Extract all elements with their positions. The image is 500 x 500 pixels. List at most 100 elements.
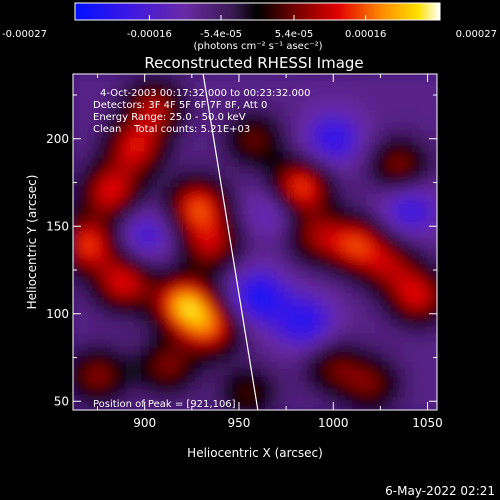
heatmap-cell bbox=[269, 361, 278, 369]
heatmap-cell bbox=[231, 130, 240, 138]
heatmap-cell bbox=[216, 102, 225, 110]
heatmap-cell bbox=[314, 74, 323, 82]
heatmap-cell bbox=[186, 291, 195, 299]
heatmap-cell bbox=[208, 144, 217, 152]
heatmap-cell bbox=[208, 242, 217, 250]
heatmap-cell bbox=[412, 186, 421, 194]
heatmap-cell bbox=[291, 319, 300, 327]
heatmap-cell bbox=[254, 375, 263, 383]
heatmap-cell bbox=[306, 81, 315, 89]
heatmap-cell bbox=[359, 214, 368, 222]
heatmap-cell bbox=[404, 214, 413, 222]
heatmap-cell bbox=[80, 123, 89, 131]
heatmap-cell bbox=[239, 116, 248, 124]
heatmap-cell bbox=[284, 403, 293, 410]
heatmap-cell bbox=[73, 165, 82, 173]
heatmap-cell bbox=[306, 200, 315, 208]
heatmap-cell bbox=[80, 382, 89, 390]
heatmap-cell bbox=[269, 172, 278, 180]
heatmap-cell bbox=[435, 193, 437, 201]
heatmap-cell bbox=[329, 109, 338, 117]
heatmap-cell bbox=[80, 116, 89, 124]
heatmap-cell bbox=[337, 235, 346, 243]
heatmap-cell bbox=[156, 382, 165, 390]
heatmap-cell bbox=[314, 326, 323, 334]
heatmap-cell bbox=[276, 214, 285, 222]
heatmap-cell bbox=[125, 151, 134, 159]
heatmap-cell bbox=[163, 277, 172, 285]
heatmap-cell bbox=[337, 137, 346, 145]
heatmap-cell bbox=[163, 326, 172, 334]
heatmap-cell bbox=[420, 256, 429, 264]
heatmap-cell bbox=[261, 270, 270, 278]
heatmap-cell bbox=[329, 305, 338, 313]
heatmap-cell bbox=[269, 389, 278, 397]
heatmap-cell bbox=[239, 389, 248, 397]
heatmap-cell bbox=[133, 284, 142, 292]
heatmap-cell bbox=[223, 333, 232, 341]
heatmap-cell bbox=[291, 130, 300, 138]
heatmap-cell bbox=[382, 123, 391, 131]
heatmap-cell bbox=[163, 88, 172, 96]
heatmap-cell bbox=[435, 270, 437, 278]
heatmap-cell bbox=[284, 172, 293, 180]
heatmap-cell bbox=[306, 137, 315, 145]
heatmap-cell bbox=[239, 95, 248, 103]
heatmap-cell bbox=[201, 88, 210, 96]
heatmap-cell bbox=[269, 200, 278, 208]
heatmap-cell bbox=[88, 81, 97, 89]
heatmap-cell bbox=[427, 326, 436, 334]
heatmap-cell bbox=[110, 326, 119, 334]
heatmap-cell bbox=[269, 186, 278, 194]
heatmap-cell bbox=[246, 116, 255, 124]
heatmap-cell bbox=[337, 319, 346, 327]
heatmap-cell bbox=[412, 228, 421, 236]
heatmap-cell bbox=[420, 284, 429, 292]
heatmap-cell bbox=[88, 340, 97, 348]
heatmap-cell bbox=[80, 235, 89, 243]
heatmap-cell bbox=[352, 165, 361, 173]
heatmap-cell bbox=[412, 109, 421, 117]
heatmap-cell bbox=[201, 123, 210, 131]
heatmap-cell bbox=[344, 375, 353, 383]
heatmap-cell bbox=[412, 95, 421, 103]
heatmap-cell bbox=[216, 263, 225, 271]
heatmap-cell bbox=[435, 249, 437, 257]
heatmap-cell bbox=[208, 193, 217, 201]
heatmap-cell bbox=[246, 179, 255, 187]
heatmap-cell bbox=[276, 242, 285, 250]
heatmap-cell bbox=[246, 263, 255, 271]
heatmap-cell bbox=[95, 298, 104, 306]
heatmap-cell bbox=[133, 326, 142, 334]
heatmap-cell bbox=[140, 242, 149, 250]
heatmap-cell bbox=[276, 389, 285, 397]
heatmap-cell bbox=[412, 347, 421, 355]
heatmap-cell bbox=[374, 242, 383, 250]
heatmap-cell bbox=[367, 102, 376, 110]
heatmap-cell bbox=[374, 193, 383, 201]
heatmap-cell bbox=[73, 144, 82, 152]
heatmap-cell bbox=[125, 298, 134, 306]
heatmap-cell bbox=[223, 284, 232, 292]
heatmap-cell bbox=[284, 165, 293, 173]
heatmap-cell bbox=[344, 158, 353, 166]
heatmap-cell bbox=[239, 263, 248, 271]
heatmap-cell bbox=[125, 319, 134, 327]
heatmap-cell bbox=[291, 242, 300, 250]
heatmap-cell bbox=[427, 186, 436, 194]
heatmap-cell bbox=[382, 347, 391, 355]
heatmap-cell bbox=[269, 74, 278, 82]
heatmap-cell bbox=[382, 270, 391, 278]
heatmap-cell bbox=[133, 249, 142, 257]
heatmap-cell bbox=[125, 179, 134, 187]
heatmap-cell bbox=[374, 221, 383, 229]
heatmap-cell bbox=[118, 186, 127, 194]
heatmap-cell bbox=[186, 242, 195, 250]
heatmap-cell bbox=[367, 403, 376, 410]
heatmap-cell bbox=[140, 284, 149, 292]
heatmap-cell bbox=[344, 109, 353, 117]
heatmap-cell bbox=[420, 277, 429, 285]
heatmap-cell bbox=[412, 277, 421, 285]
heatmap-cell bbox=[223, 88, 232, 96]
heatmap-cell bbox=[246, 228, 255, 236]
